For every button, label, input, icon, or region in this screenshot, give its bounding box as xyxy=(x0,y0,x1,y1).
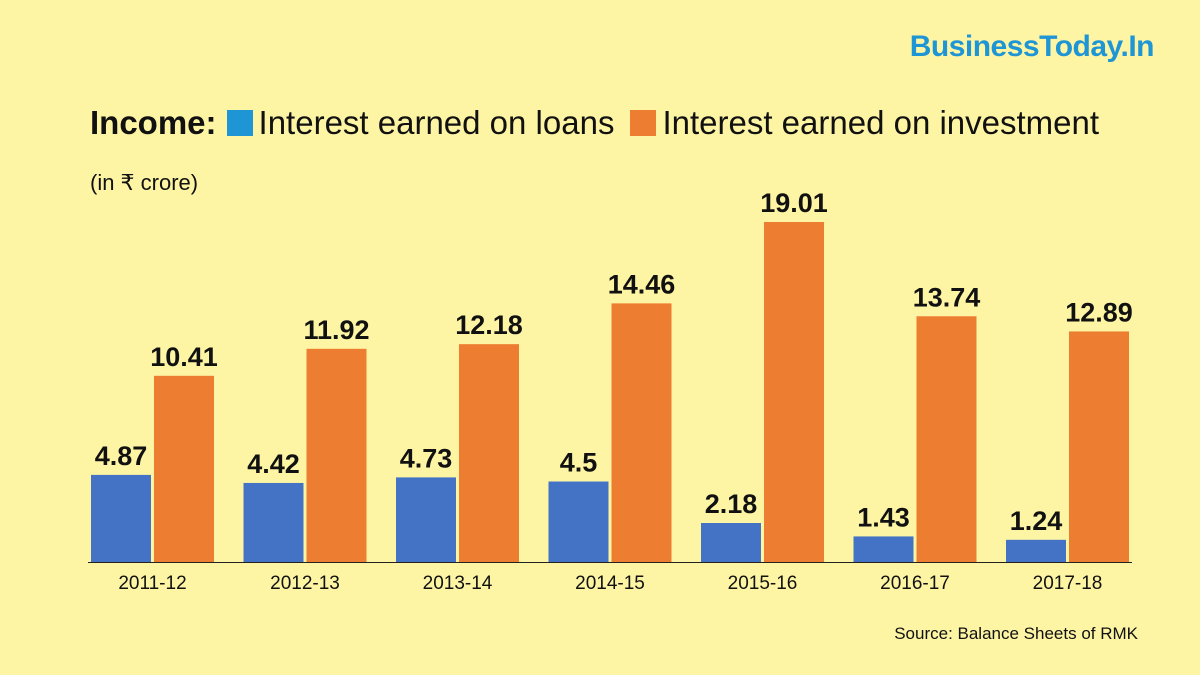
legend-item-loans: Interest earned on loans xyxy=(226,104,615,142)
legend-label-investment: Interest earned on investment xyxy=(662,104,1100,141)
bar-loans-2017-18 xyxy=(1006,539,1066,562)
data-label-loans-2011-12: 4.87 xyxy=(95,441,148,471)
data-label-loans-2017-18: 1.24 xyxy=(1010,506,1063,536)
bar-loans-2014-15 xyxy=(548,481,609,562)
data-label-investment-2014-15: 14.46 xyxy=(608,269,676,299)
x-tick-label-2014-15: 2014-15 xyxy=(575,573,645,594)
legend-swatch-investment xyxy=(630,110,657,136)
legend-swatch-loans xyxy=(226,110,253,136)
legend-label-loans: Interest earned on loans xyxy=(258,104,615,141)
x-tick-label-2013-14: 2013-14 xyxy=(423,573,493,594)
bar-investment-2016-17 xyxy=(916,316,977,562)
data-label-loans-2016-17: 1.43 xyxy=(857,502,910,532)
bar-investment-2013-14 xyxy=(459,344,519,562)
legend-item-investment: Interest earned on investment xyxy=(630,104,1099,142)
data-label-loans-2012-13: 4.42 xyxy=(247,449,300,479)
bar-investment-2012-13 xyxy=(306,348,367,562)
x-tick-label-2011-12: 2011-12 xyxy=(118,573,186,594)
brand-logo: BusinessToday.In xyxy=(909,30,1155,63)
bar-loans-2016-17 xyxy=(853,536,914,562)
bar-loans-2011-12 xyxy=(91,474,151,562)
bar-investment-2017-18 xyxy=(1069,331,1129,562)
x-tick-label-2016-17: 2016-17 xyxy=(880,573,950,594)
bar-loans-2012-13 xyxy=(243,482,304,562)
data-label-investment-2011-12: 10.41 xyxy=(150,342,218,372)
chart-legend: Income: Interest earned on loans Interes… xyxy=(90,104,1115,142)
bar-investment-2015-16 xyxy=(764,222,824,562)
data-label-investment-2017-18: 12.89 xyxy=(1065,297,1133,327)
data-label-loans-2015-16: 2.18 xyxy=(705,489,758,519)
data-label-investment-2013-14: 12.18 xyxy=(455,310,523,340)
data-label-investment-2015-16: 19.01 xyxy=(760,188,828,218)
unit-label: (in ₹ crore) xyxy=(90,170,199,195)
x-tick-label-2017-18: 2017-18 xyxy=(1033,573,1103,594)
bar-loans-2013-14 xyxy=(396,477,456,562)
legend-lead: Income: xyxy=(90,104,217,141)
data-label-loans-2013-14: 4.73 xyxy=(400,443,453,473)
bar-loans-2015-16 xyxy=(701,523,761,562)
data-label-loans-2014-15: 4.5 xyxy=(560,448,598,478)
bar-investment-2014-15 xyxy=(611,303,672,562)
x-tick-label-2015-16: 2015-16 xyxy=(728,573,798,594)
x-tick-label-2012-13: 2012-13 xyxy=(270,573,340,594)
data-label-investment-2012-13: 11.92 xyxy=(303,315,369,345)
data-label-investment-2016-17: 13.74 xyxy=(913,282,981,312)
bar-investment-2011-12 xyxy=(154,375,214,562)
source-note: Source: Balance Sheets of RMK xyxy=(894,624,1138,643)
